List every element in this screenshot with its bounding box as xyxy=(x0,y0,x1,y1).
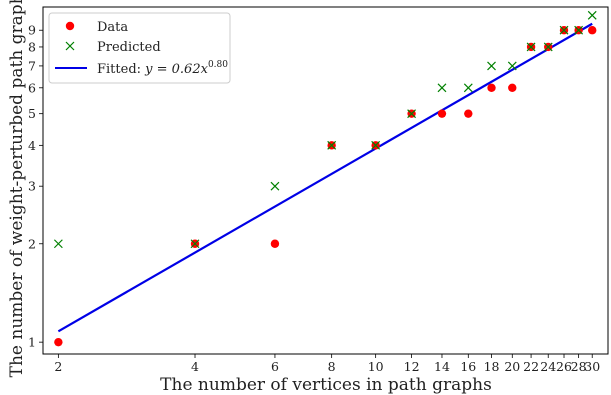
predicted-point xyxy=(507,61,517,71)
x-tick-label: 14 xyxy=(434,359,450,374)
predicted-point xyxy=(526,42,536,52)
x-tick-label: 24 xyxy=(540,359,556,374)
x-tick-label: 22 xyxy=(523,359,539,374)
legend-data-marker xyxy=(65,21,75,31)
predicted-point xyxy=(487,61,496,71)
data-point xyxy=(487,83,496,92)
legend-predicted-label: Predicted xyxy=(97,40,161,55)
predicted-point xyxy=(559,25,569,35)
y-tick-label: 9 xyxy=(28,23,36,38)
legend-predicted-marker xyxy=(65,41,75,51)
legend-fitted-prefix: Fitted: xyxy=(97,62,145,77)
y-tick-label: 3 xyxy=(28,179,36,194)
predicted-point xyxy=(587,10,597,20)
data-point xyxy=(437,109,447,118)
predicted-point xyxy=(463,83,473,93)
legend-data-label: Data xyxy=(97,20,128,35)
data-point xyxy=(464,109,473,118)
predicted-point xyxy=(371,140,381,150)
predicted-point xyxy=(574,25,584,35)
x-tick-label: 20 xyxy=(504,359,520,374)
x-axis-label: The number of vertices in path graphs xyxy=(160,375,492,395)
predicted-point xyxy=(190,239,200,249)
legend: Data Predicted Fitted: y = 0.62x0.80 xyxy=(48,12,231,84)
y-tick-label: 8 xyxy=(28,39,36,54)
plot-frame xyxy=(42,6,609,355)
x-tick-label: 28 xyxy=(571,359,587,374)
x-tick-label: 16 xyxy=(460,359,476,374)
y-tick-label: 1 xyxy=(28,335,36,350)
legend-box xyxy=(48,12,231,84)
x-tick-label: 18 xyxy=(484,359,500,374)
x-tick-label: 6 xyxy=(271,359,279,374)
legend-fitted-formula: y = 0.62x xyxy=(144,62,208,77)
data-point xyxy=(588,26,597,35)
x-tick-label: 12 xyxy=(404,359,420,374)
y-tick-label: 6 xyxy=(28,80,36,95)
legend-fitted-label: Fitted: y = 0.62x0.80 xyxy=(97,60,228,77)
y-tick-label: 2 xyxy=(28,236,36,251)
x-tick-label: 8 xyxy=(328,359,336,374)
predicted-point xyxy=(407,109,417,119)
y-tick-label: 4 xyxy=(28,138,36,153)
y-tick-label: 5 xyxy=(28,106,36,121)
y-axis: 1 2 3 4 5 6 7 89 xyxy=(28,23,43,350)
y-tick-label: 7 xyxy=(28,58,36,73)
predicted-point xyxy=(270,181,280,191)
data-point xyxy=(54,337,63,347)
predicted-point xyxy=(437,83,447,93)
fitted-line xyxy=(57,22,593,333)
x-tick-label: 4 xyxy=(191,359,199,374)
data-point xyxy=(508,83,517,92)
predicted-point xyxy=(53,239,63,249)
y-axis-label: The number of weight-perturbed path grap… xyxy=(7,0,27,377)
legend-fitted-exponent: 0.80 xyxy=(208,60,228,70)
x-tick-label: 26 xyxy=(556,359,572,374)
plot-marks xyxy=(53,10,597,347)
data-point xyxy=(270,239,280,248)
x-tick-label: 10 xyxy=(368,359,384,374)
x-tick-label: 2 xyxy=(54,359,62,374)
predicted-point xyxy=(327,140,337,150)
predicted-point xyxy=(543,42,553,52)
x-tick-label: 30 xyxy=(584,359,600,374)
